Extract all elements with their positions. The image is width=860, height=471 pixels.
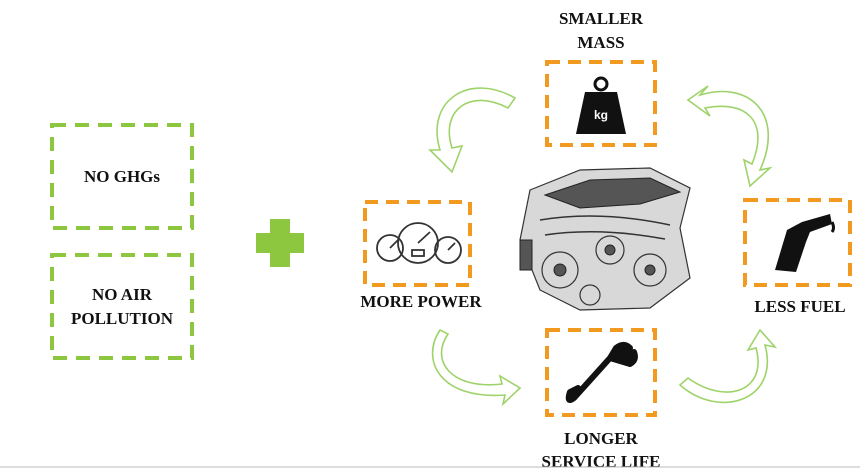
wrench-icon xyxy=(565,342,638,403)
plus-icon xyxy=(256,219,304,267)
cycle-box xyxy=(743,198,852,287)
cycle-label: MASS xyxy=(577,33,624,52)
cycle-label: LESS FUEL xyxy=(754,297,845,316)
cycle-label: LONGER xyxy=(564,429,638,448)
benefit-label: NO GHGs xyxy=(84,167,160,186)
benefit-box xyxy=(50,123,194,230)
benefit-label: POLLUTION xyxy=(71,309,174,328)
cycle-arrow xyxy=(428,87,517,174)
fuel-icon xyxy=(830,221,835,233)
weight-icon xyxy=(576,92,626,134)
cycle-box xyxy=(545,60,657,147)
weight-icon xyxy=(593,76,609,92)
icon-text: kg xyxy=(594,108,608,122)
gauge-icon xyxy=(376,222,462,264)
cycle-arrow xyxy=(686,85,773,188)
cycle-arrow xyxy=(678,328,778,404)
cycle-box xyxy=(545,328,657,417)
cycle-label: MORE POWER xyxy=(360,292,482,311)
cycle-label: SMALLER xyxy=(559,9,644,28)
cycle-box xyxy=(363,200,472,287)
benefit-label: NO AIR xyxy=(92,285,153,304)
cycle-arrow xyxy=(431,328,522,407)
engine-image xyxy=(519,167,691,311)
cycle-label: SERVICE LIFE xyxy=(542,452,661,471)
fuel-icon xyxy=(775,214,832,272)
benefit-box xyxy=(50,253,194,360)
